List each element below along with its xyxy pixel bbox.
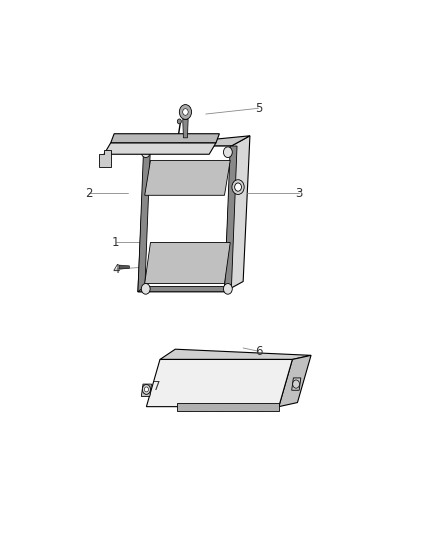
Polygon shape [111, 134, 219, 143]
Polygon shape [183, 119, 188, 138]
Text: 7: 7 [153, 379, 160, 393]
Polygon shape [141, 384, 152, 397]
Polygon shape [224, 136, 250, 292]
Text: 6: 6 [254, 345, 262, 358]
Polygon shape [224, 146, 237, 292]
Polygon shape [145, 136, 250, 146]
Circle shape [142, 384, 151, 394]
Polygon shape [99, 150, 111, 166]
Circle shape [223, 147, 232, 158]
Circle shape [179, 104, 191, 119]
Text: 3: 3 [296, 187, 303, 200]
Polygon shape [177, 402, 279, 411]
Polygon shape [104, 143, 216, 154]
Circle shape [145, 387, 148, 392]
Polygon shape [292, 378, 301, 390]
Circle shape [235, 183, 241, 191]
Polygon shape [138, 286, 231, 292]
Circle shape [293, 380, 300, 388]
Polygon shape [145, 160, 230, 195]
Circle shape [232, 180, 244, 195]
Text: 5: 5 [255, 102, 262, 115]
Text: 4: 4 [112, 263, 120, 276]
Text: 2: 2 [85, 187, 92, 200]
Polygon shape [138, 146, 231, 292]
Polygon shape [145, 243, 230, 284]
Polygon shape [160, 349, 311, 359]
Circle shape [223, 284, 232, 294]
Circle shape [177, 119, 181, 124]
Polygon shape [138, 146, 151, 292]
Text: 1: 1 [112, 236, 120, 249]
Circle shape [183, 109, 188, 115]
Polygon shape [146, 359, 293, 407]
Polygon shape [279, 356, 311, 407]
Circle shape [141, 147, 150, 158]
Polygon shape [119, 265, 130, 269]
Circle shape [141, 284, 150, 294]
